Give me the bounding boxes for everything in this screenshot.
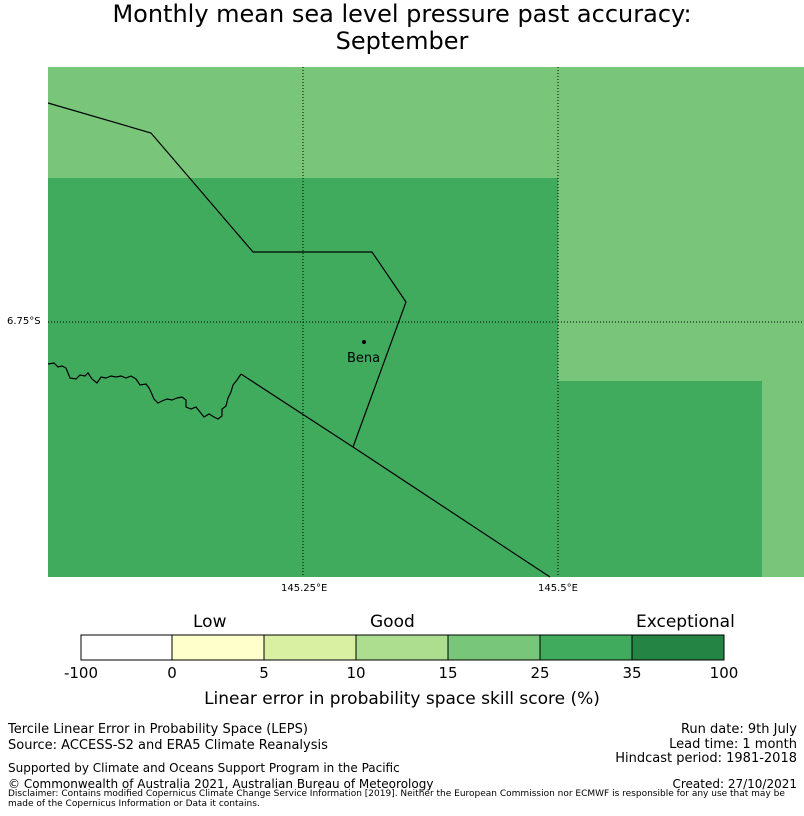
hindcast-text: Hindcast period: 1981-2018 <box>615 751 797 766</box>
copyright-text: © Commonwealth of Australia 2021, Austra… <box>8 777 434 791</box>
run-date-text: Run date: 9th July <box>680 722 797 737</box>
disclaimer-text: Disclaimer: Contains modified Copernicus… <box>8 789 785 809</box>
boundary-line <box>240 373 551 578</box>
colorbar-tick: 25 <box>530 664 550 682</box>
lon-tick-label: 145.5°E <box>538 583 578 594</box>
support-text: Supported by Climate and Oceans Support … <box>8 761 400 775</box>
colorbar-tick: 0 <box>167 664 177 682</box>
source-text: Source: ACCESS-S2 and ERA5 Climate Reana… <box>8 738 328 753</box>
river-line <box>47 362 242 420</box>
place-marker-bena <box>362 340 366 344</box>
method-text: Tercile Linear Error in Probability Spac… <box>8 722 308 737</box>
colorbar <box>80 634 725 661</box>
colorbar-category-exceptional: Exceptional <box>636 612 735 632</box>
skill-cell-mid <box>558 381 762 577</box>
colorbar-tick: -100 <box>63 664 99 682</box>
colorbar-label: Linear error in probability space skill … <box>204 689 600 709</box>
lat-tick-label: 6.75°S <box>7 316 41 327</box>
place-label-bena: Bena <box>347 351 381 366</box>
colorbar-tick: 5 <box>259 664 269 682</box>
colorbar-tick: 100 <box>709 664 739 682</box>
created-text: Created: 27/10/2021 <box>672 777 797 791</box>
lon-tick-label: 145.25°E <box>281 583 328 594</box>
boundary-line <box>47 102 407 448</box>
colorbar-category-good: Good <box>370 612 415 632</box>
colorbar-tick: 15 <box>438 664 458 682</box>
map-title-line1: Monthly mean sea level pressure past acc… <box>112 0 692 28</box>
colorbar-tick: 35 <box>622 664 642 682</box>
colorbar-category-low: Low <box>193 612 227 632</box>
map-title-line2: September <box>335 27 469 55</box>
lead-time-text: Lead time: 1 month <box>669 737 797 752</box>
colorbar-tick: 10 <box>346 664 366 682</box>
